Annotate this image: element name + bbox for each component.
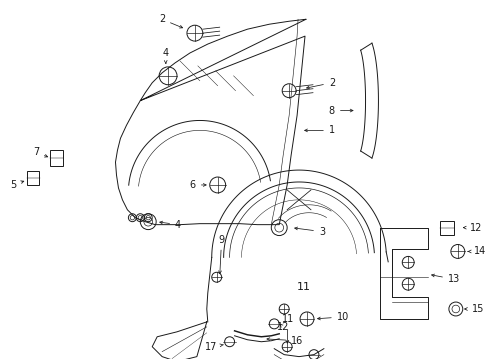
Text: 3: 3 [294,226,325,237]
Text: 2: 2 [159,14,182,28]
Text: 13: 13 [431,274,459,284]
Text: 11: 11 [296,282,310,292]
Text: 7: 7 [33,147,47,157]
Text: 8: 8 [328,105,352,116]
Text: 1: 1 [304,125,334,135]
Text: 12: 12 [276,322,288,332]
Bar [50,150,63,166]
Text: 14: 14 [467,247,485,256]
Text: 2: 2 [306,78,334,89]
Text: 4: 4 [162,48,168,64]
Text: 15: 15 [464,304,483,314]
Text: 6: 6 [189,180,206,190]
Bar [439,221,453,235]
Text: 17: 17 [205,342,223,352]
Text: 5: 5 [10,180,24,190]
Text: 16: 16 [266,336,303,346]
Text: 9: 9 [218,234,224,274]
Text: 11: 11 [281,314,293,343]
Bar [27,171,39,185]
Text: 4: 4 [160,220,181,230]
Text: 12: 12 [463,222,481,233]
Text: 10: 10 [317,312,348,322]
